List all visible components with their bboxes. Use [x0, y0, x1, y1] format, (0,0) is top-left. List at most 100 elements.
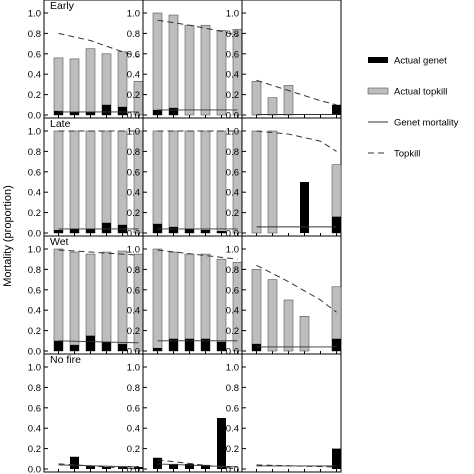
- genet-bar: [169, 107, 178, 115]
- y-tick-label: 0.8: [127, 147, 140, 158]
- topkill-bar: [299, 316, 310, 352]
- topkill-bar: [251, 81, 262, 116]
- topkill-bar: [283, 299, 294, 352]
- y-tick-label: 0.6: [28, 403, 41, 414]
- genet-bar: [169, 463, 178, 469]
- topkill-line: [157, 249, 238, 260]
- y-tick-label: 0.6: [28, 167, 41, 178]
- genet-bar: [217, 418, 226, 469]
- row-label: Early: [50, 0, 75, 12]
- genet-bar: [70, 456, 79, 469]
- y-tick-label: 0.6: [28, 49, 41, 60]
- genet-bar: [201, 464, 210, 469]
- y-tick-label: 0.2: [28, 208, 41, 219]
- y-tick-label: 0.2: [226, 90, 239, 101]
- y-tick-label: 0.8: [226, 147, 239, 158]
- row-label: Wet: [50, 236, 69, 248]
- topkill-bar: [69, 251, 80, 352]
- genet-bar: [185, 338, 194, 351]
- topkill-bar: [216, 130, 227, 234]
- topkill-bar: [168, 251, 179, 352]
- topkill-bar: [117, 250, 128, 352]
- panel-frame: [241, 353, 342, 473]
- topkill-bar: [200, 130, 211, 234]
- legend: Actual genet Actual topkill Genet mortalit…: [367, 56, 459, 160]
- genet-bar: [118, 106, 127, 115]
- topkill-bar: [267, 97, 278, 116]
- y-tick-label: 0.8: [226, 383, 239, 394]
- genet-bar: [217, 230, 226, 233]
- y-tick-label: 0.2: [127, 90, 140, 101]
- y-tick-label: 0.4: [28, 188, 41, 199]
- genet-bar: [54, 229, 63, 233]
- y-tick-label: 1.0: [127, 245, 140, 256]
- topkill-bar: [85, 130, 96, 234]
- genet-bar: [332, 216, 341, 233]
- y-tick-label: 0.4: [127, 306, 140, 317]
- topkill-bar: [85, 48, 96, 116]
- y-tick-label: 0.4: [127, 188, 140, 199]
- topkill-line: [256, 79, 337, 106]
- legend-label: Actual topkill: [394, 87, 447, 98]
- topkill-bar: [251, 269, 262, 352]
- y-tick-label: 1.0: [28, 127, 41, 138]
- y-tick-label: 1.0: [127, 363, 140, 374]
- y-tick-label: 0.6: [127, 167, 140, 178]
- genet-bar: [102, 341, 111, 351]
- y-tick-label: 0.0: [226, 465, 239, 474]
- y-axis-label: Mortality (proportion): [2, 185, 14, 286]
- y-tick-label: 1.0: [28, 245, 41, 256]
- y-tick-label: 0.0: [127, 347, 140, 358]
- genet-bar: [185, 228, 194, 233]
- topkill-bar: [216, 258, 227, 352]
- genet-bar: [86, 335, 95, 351]
- genet-bar: [153, 347, 162, 351]
- topkill-line: [58, 249, 139, 256]
- topkill-bar: [53, 248, 64, 352]
- topkill-bar: [184, 24, 195, 116]
- genet-bar: [54, 110, 63, 115]
- topkill-bar: [69, 130, 80, 234]
- genet-bar: [153, 109, 162, 115]
- genet-bar: [153, 223, 162, 233]
- y-tick-label: 0.8: [28, 383, 41, 394]
- topkill-bar: [152, 248, 163, 352]
- y-tick-label: 0.0: [28, 229, 41, 240]
- y-tick-label: 0.4: [226, 188, 239, 199]
- y-tick-label: 1.0: [226, 127, 239, 138]
- y-tick-label: 0.4: [226, 424, 239, 435]
- y-tick-label: 0.4: [127, 424, 140, 435]
- topkill-bar: [168, 130, 179, 234]
- y-tick-label: 0.6: [127, 285, 140, 296]
- y-tick-label: 0.8: [28, 265, 41, 276]
- topkill-line: [157, 19, 238, 36]
- genet-mortality-line: [58, 464, 139, 468]
- topkill-bar: [251, 130, 262, 234]
- topkill-bar: [200, 253, 211, 352]
- genet-mortality-line: [58, 340, 139, 344]
- genet-bar: [102, 222, 111, 233]
- genet-bar: [201, 229, 210, 233]
- genet-bar: [54, 340, 63, 351]
- topkill-bar: [216, 30, 227, 116]
- y-tick-label: 0.4: [28, 424, 41, 435]
- y-tick-label: 0.6: [226, 49, 239, 60]
- genet-bar: [86, 228, 95, 233]
- topkill-bar: [152, 12, 163, 116]
- genet-bar: [118, 343, 127, 351]
- topkill-bar: [184, 253, 195, 352]
- y-tick-label: 0.0: [28, 111, 41, 122]
- genet-bar: [86, 111, 95, 115]
- genet-bar: [86, 465, 95, 469]
- genet-bar: [70, 344, 79, 351]
- y-tick-label: 0.6: [226, 285, 239, 296]
- y-tick-label: 1.0: [226, 245, 239, 256]
- topkill-bar: [184, 130, 195, 234]
- y-tick-label: 0.6: [226, 403, 239, 414]
- y-tick-label: 0.8: [226, 265, 239, 276]
- legend-swatch-genet: [368, 57, 388, 63]
- y-tick-label: 0.4: [28, 70, 41, 81]
- y-tick-label: 1.0: [28, 9, 41, 20]
- genet-bar: [300, 182, 309, 233]
